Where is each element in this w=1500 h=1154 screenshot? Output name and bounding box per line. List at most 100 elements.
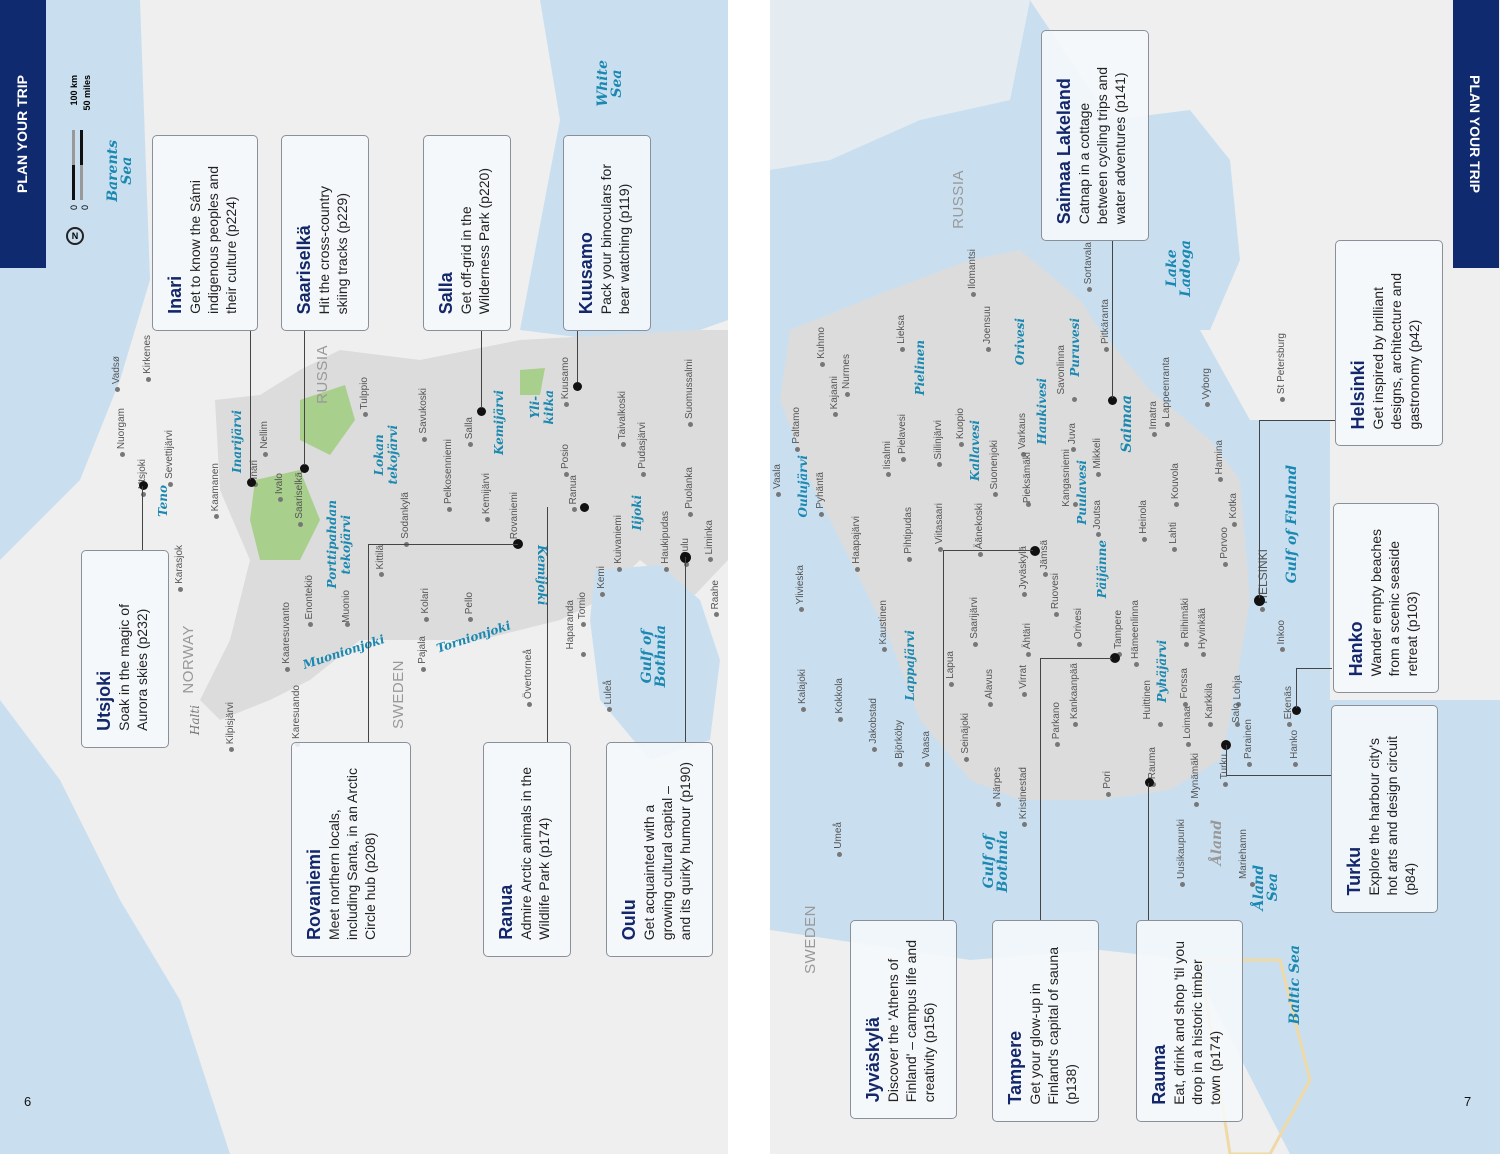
country-label: SWEDEN xyxy=(390,660,407,729)
place-label: Suonenjoki xyxy=(989,440,1000,490)
town-dot xyxy=(621,442,626,447)
town-dot xyxy=(1071,447,1076,452)
card-text: Meet northern locals, including Santa, i… xyxy=(326,768,378,940)
place-label: Posio xyxy=(560,444,571,470)
place-label: Mikkeli xyxy=(1092,438,1103,469)
town-dot xyxy=(308,622,313,627)
town-dot xyxy=(1055,742,1060,747)
town-dot xyxy=(1201,652,1206,657)
town-dot xyxy=(447,507,452,512)
place-label: Pielavesi xyxy=(897,414,908,455)
scale-km-label: 100 km xyxy=(69,75,79,106)
water-label: Kallavesi xyxy=(968,420,982,482)
town-dot xyxy=(468,442,473,447)
place-label: Ekenäs xyxy=(1283,686,1294,720)
water-label: Gulf of Bothnia xyxy=(981,830,1011,893)
water-label: Saimaa xyxy=(1119,395,1135,453)
place-label: Ähtäri xyxy=(1022,623,1033,650)
town-dot xyxy=(776,492,781,497)
city-marker xyxy=(247,478,256,487)
town-dot xyxy=(1247,762,1252,767)
town-dot xyxy=(872,747,877,752)
place-label: Joutsa xyxy=(1092,500,1103,530)
place-label: Nellim xyxy=(259,421,270,449)
place-label: Iisalmi xyxy=(882,441,893,470)
card-text: Explore the harbour city's hot arts and … xyxy=(1366,736,1418,896)
town-dot xyxy=(1022,592,1027,597)
place-label: Pihtipudas xyxy=(903,507,914,554)
city-marker xyxy=(1108,396,1117,405)
place-label: Haparanda xyxy=(565,600,576,650)
place-label: Alavus xyxy=(984,669,995,700)
place-label: Lappeenranta xyxy=(1161,357,1172,419)
town-dot xyxy=(1205,402,1210,407)
water-label: Barents Sea xyxy=(105,140,135,202)
town-dot xyxy=(837,852,842,857)
place-label: Vyborg xyxy=(1201,368,1212,400)
card-rovaniemi: Rovaniemi Meet northern locals, including… xyxy=(291,742,411,957)
place-label: Enontekiö xyxy=(304,575,315,620)
place-label: Kalajoki xyxy=(797,669,808,705)
mountain-label: Halti xyxy=(188,705,202,736)
place-label: Inkoo xyxy=(1276,620,1287,645)
card-title: Turku xyxy=(1344,847,1364,896)
place-label: Sodankylä xyxy=(400,492,411,539)
town-dot xyxy=(229,747,234,752)
town-dot xyxy=(1293,762,1298,767)
town-dot xyxy=(1096,532,1101,537)
city-marker xyxy=(477,407,486,416)
town-dot xyxy=(1287,722,1292,727)
town-dot xyxy=(1026,502,1031,507)
card-title: Tampere xyxy=(1005,1031,1025,1105)
town-dot xyxy=(684,562,689,567)
place-label: Raahe xyxy=(710,580,721,610)
card-title: Ranua xyxy=(496,884,516,940)
right-page-map: PLAN YOUR TRIP Saimaa Lake Ladoga Puruve… xyxy=(770,0,1500,1154)
place-label: Pajala xyxy=(417,636,428,664)
place-label: Kuivaniemi xyxy=(613,515,624,564)
place-label: Savonlinna xyxy=(1056,345,1067,395)
place-label: Taivalkoski xyxy=(617,391,628,440)
place-label: Kuhmo xyxy=(816,327,827,359)
water-label: Orivesi xyxy=(1013,318,1027,366)
place-label: Jakobstad xyxy=(868,698,879,744)
town-dot xyxy=(907,557,912,562)
town-dot xyxy=(1184,642,1189,647)
town-dot xyxy=(799,607,804,612)
place-label: Forssa xyxy=(1179,668,1190,699)
place-label: Ranua xyxy=(568,475,579,505)
town-dot xyxy=(278,497,283,502)
city-marker xyxy=(1110,653,1120,663)
card-title: Saimaa Lakeland xyxy=(1054,77,1074,224)
town-dot xyxy=(795,447,800,452)
card-text: Admire Arctic animals in the Wildlife Pa… xyxy=(518,767,552,940)
card-title: Inari xyxy=(165,275,185,314)
place-label: Luleå xyxy=(603,680,614,705)
place-label: Karasjok xyxy=(174,545,185,584)
place-label: Kajaani xyxy=(829,376,840,410)
country-label: RUSSIA xyxy=(314,345,331,404)
town-dot xyxy=(882,647,887,652)
card-text: Get off-grid in the Wilderness Park (p22… xyxy=(458,167,492,314)
water-label: Kemijärvi xyxy=(492,390,506,456)
place-label: Kotka xyxy=(1228,493,1239,519)
town-dot xyxy=(1142,537,1147,542)
town-dot xyxy=(1260,607,1265,612)
town-dot xyxy=(996,802,1001,807)
place-label: Karkkila xyxy=(1204,683,1215,719)
town-dot xyxy=(468,617,473,622)
town-dot xyxy=(964,757,969,762)
place-label: Kokkola xyxy=(834,678,845,714)
card-saariselka: Saariselkä Hit the cross-country skiing t… xyxy=(281,135,369,331)
town-dot xyxy=(1180,882,1185,887)
town-dot xyxy=(263,452,268,457)
town-dot xyxy=(141,492,146,497)
town-dot xyxy=(1106,792,1111,797)
place-label: Joensuu xyxy=(982,306,993,344)
town-dot xyxy=(820,362,825,367)
place-label: Pieksämäki xyxy=(1022,452,1033,504)
town-dot xyxy=(886,472,891,477)
town-dot xyxy=(1172,547,1177,552)
card-title: Saariselkä xyxy=(294,224,314,314)
place-label: Närpes xyxy=(992,767,1003,800)
